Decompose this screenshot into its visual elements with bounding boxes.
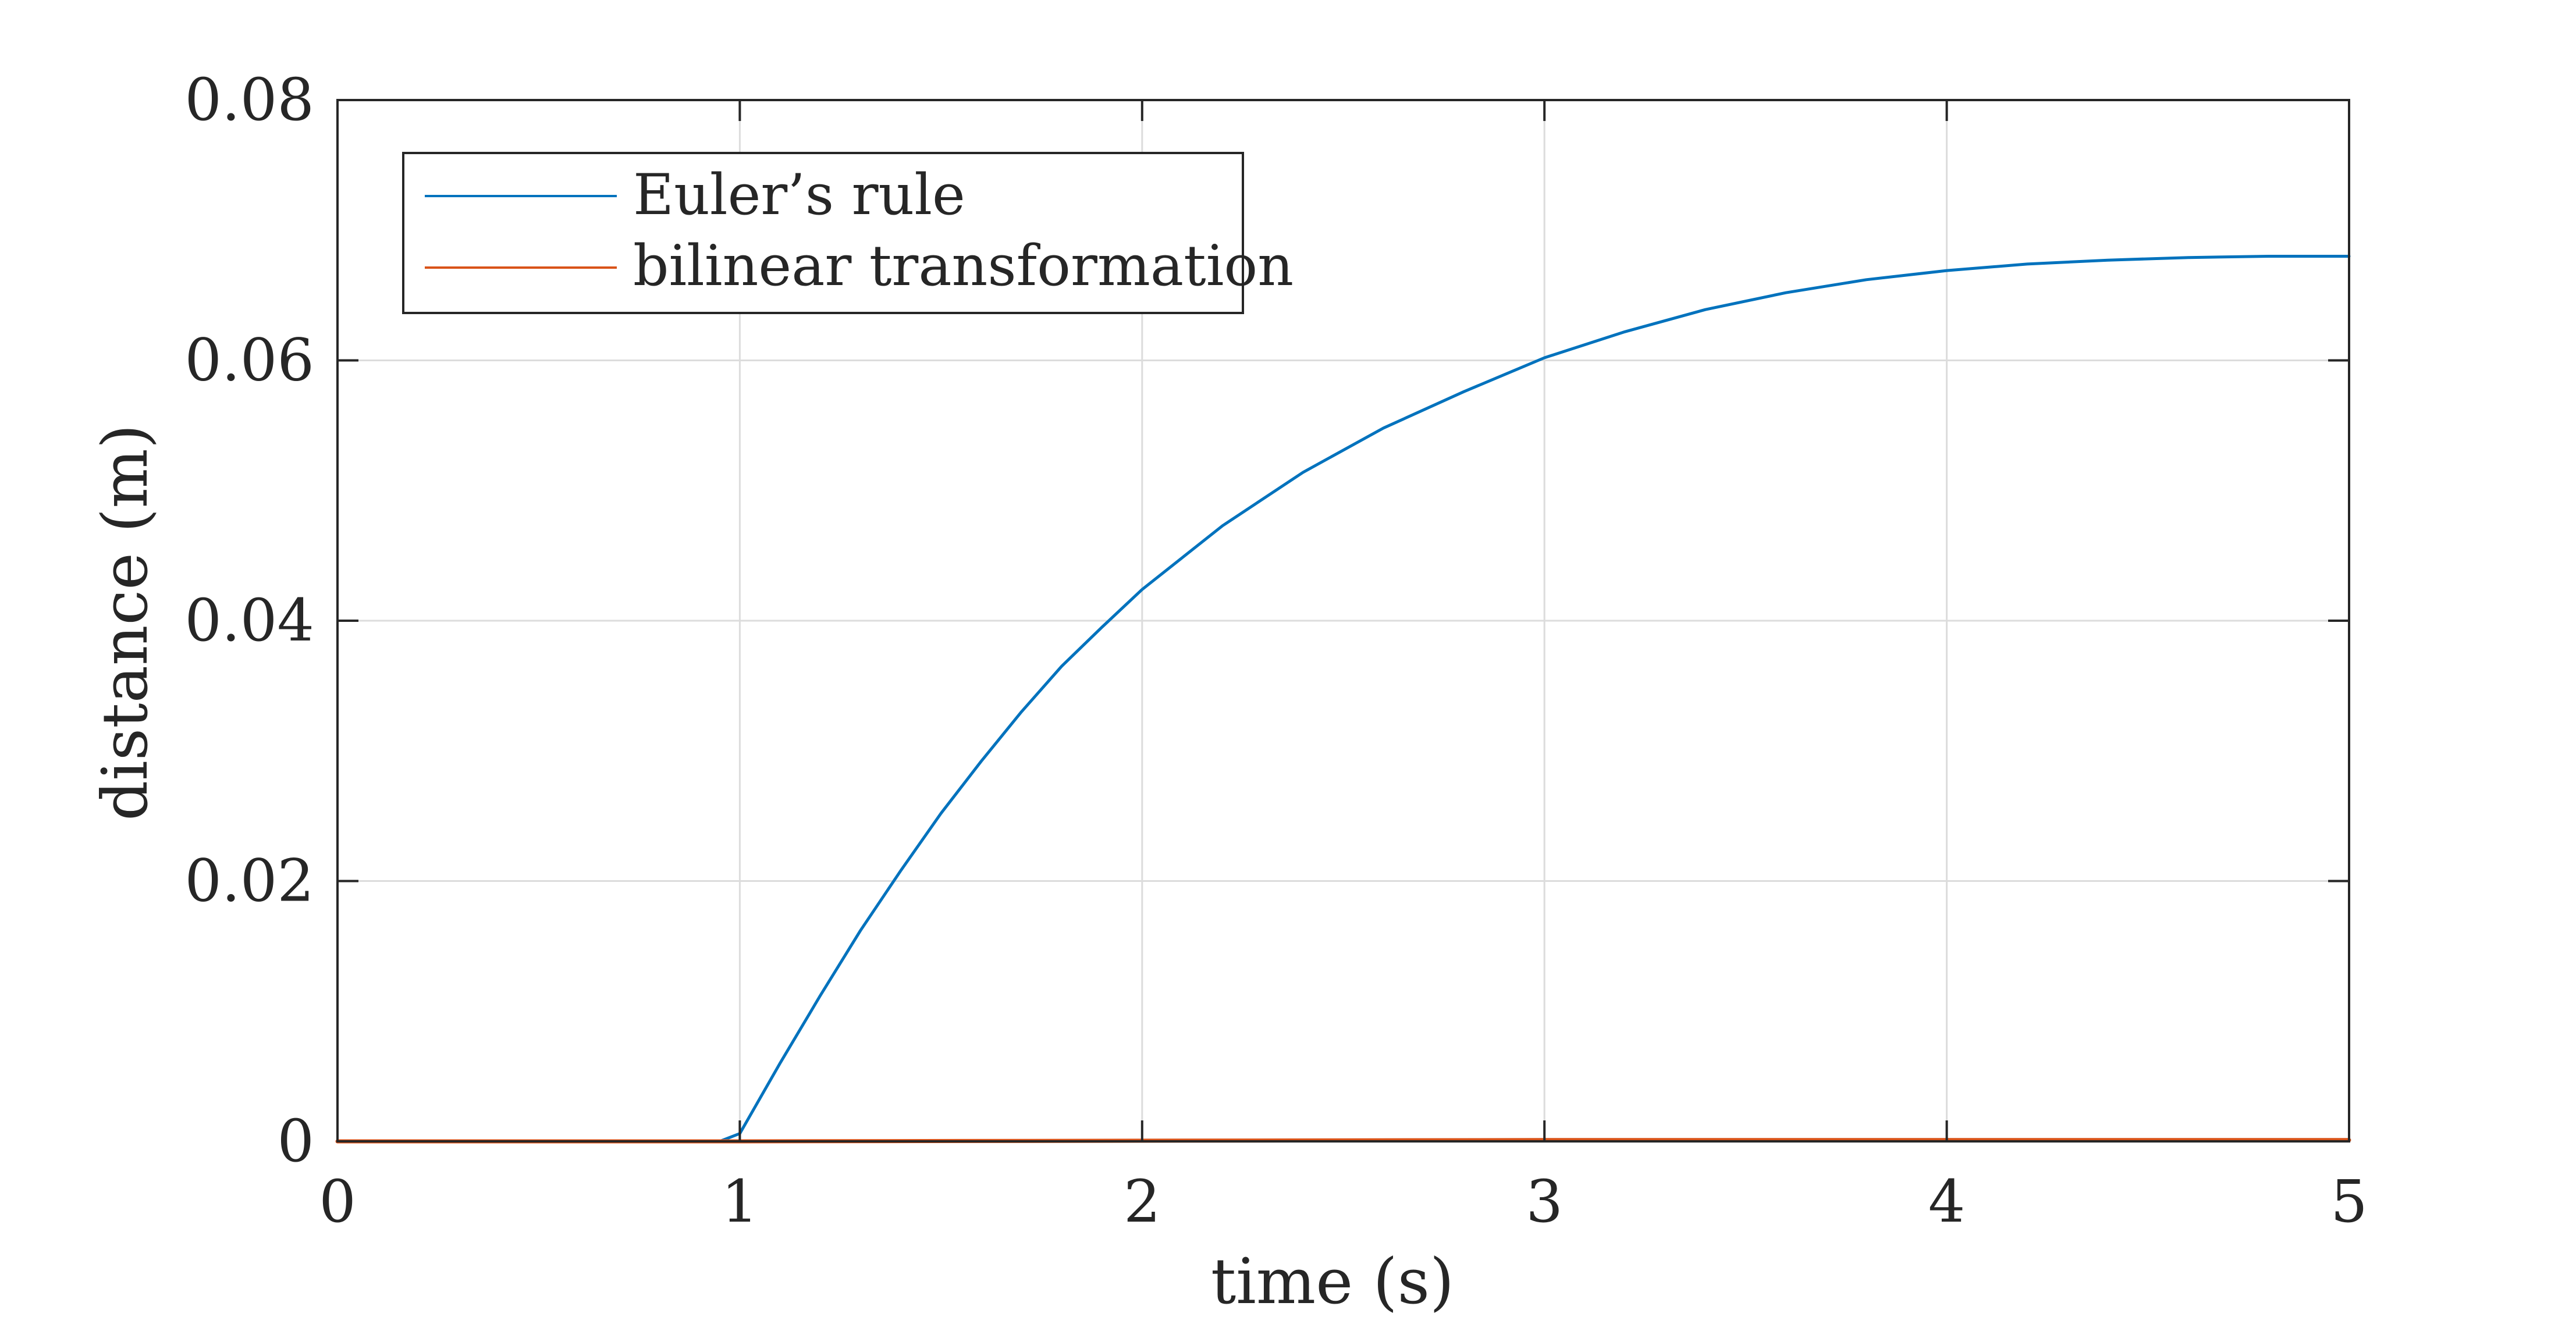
y-tick-label-0: 0 (277, 1107, 314, 1175)
series-line-0 (336, 255, 2351, 1143)
y-tick-label-4: 0.08 (184, 66, 314, 134)
x-tick-label-4: 4 (1928, 1168, 1966, 1236)
x-tick-label-0: 0 (319, 1168, 356, 1236)
x-axis-label: time (s) (1211, 1245, 1454, 1318)
x-tick-label-3: 3 (1526, 1168, 1563, 1236)
y-tick-label-1: 0.02 (184, 847, 314, 915)
axes (336, 99, 2350, 1143)
tick-labels: 0 1 2 3 4 5 0 0.02 0.04 0.06 0.08 (184, 66, 2367, 1236)
legend-label-euler: Euler’s rule (633, 162, 965, 227)
legend: Euler’s rule bilinear transformation (402, 152, 1294, 314)
x-tick-label-2: 2 (1124, 1168, 1161, 1236)
legend-label-bilinear: bilinear transformation (633, 233, 1294, 298)
y-axis-label: distance (m) (89, 424, 162, 821)
x-tick-label-1: 1 (722, 1168, 759, 1236)
x-tick-label-5: 5 (2330, 1168, 2368, 1236)
legend-box (402, 152, 1244, 314)
y-tick-label-2: 0.04 (184, 586, 314, 654)
y-tick-label-3: 0.06 (184, 326, 314, 394)
